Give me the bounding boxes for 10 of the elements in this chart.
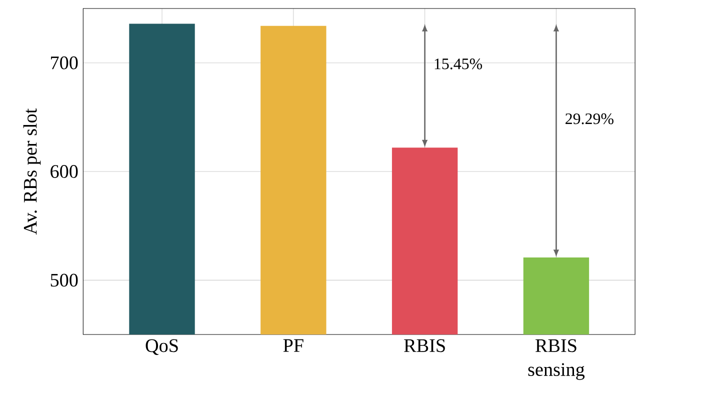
x-tick-label: PF bbox=[283, 339, 304, 352]
annotation: 15.45% bbox=[434, 58, 482, 70]
x-tick-label: QoS bbox=[146, 339, 178, 355]
y-tick-label: 700 bbox=[51, 56, 78, 70]
annotation: 29.29% bbox=[566, 113, 614, 124]
y-axis-title: Av. RBs per slot bbox=[23, 108, 41, 235]
y-tick-label: 500 bbox=[50, 274, 78, 287]
x-tick-label: RBIS sensing bbox=[528, 339, 585, 380]
x-tick-label: RBIS bbox=[404, 339, 445, 352]
y-tick-label: 600 bbox=[50, 164, 78, 178]
